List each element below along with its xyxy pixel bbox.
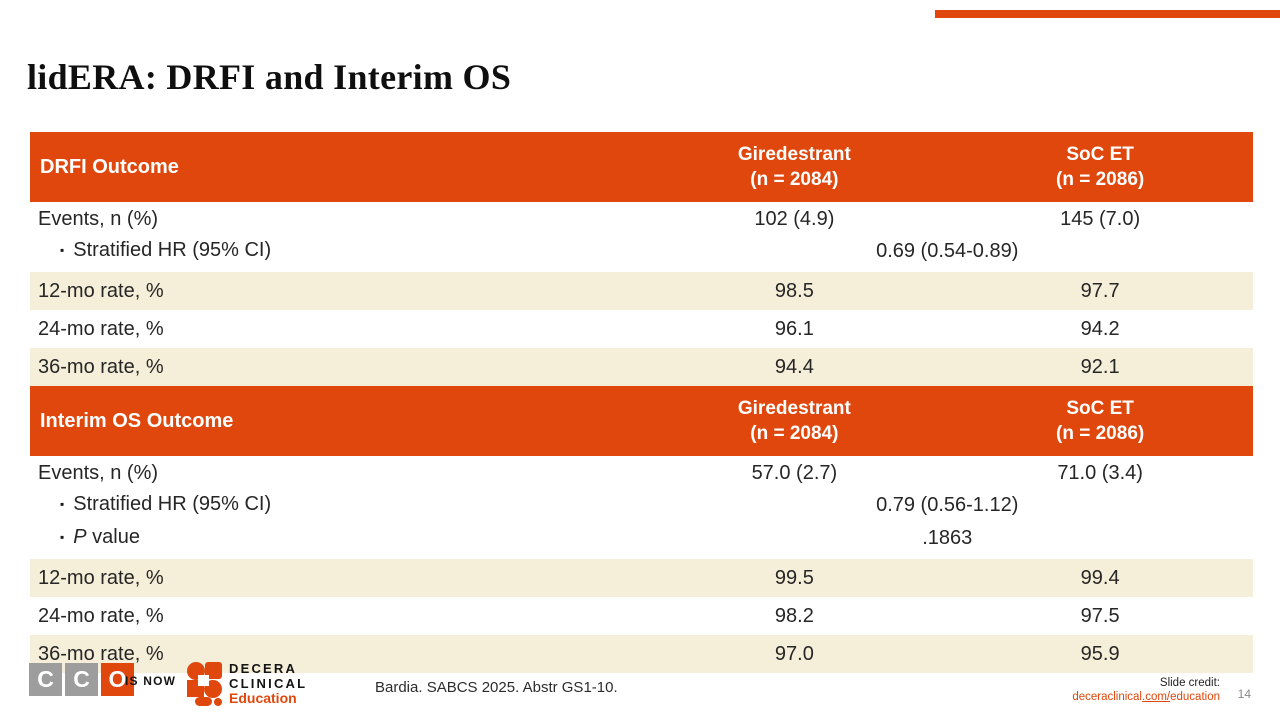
citation: Bardia. SABCS 2025. Abstr GS1-10. [375, 679, 618, 696]
section-header: DRFI Outcome Giredestrant (n = 2084) SoC ET… [30, 132, 1253, 202]
table-row: 24-mo rate, % 98.2 97.5 [30, 597, 1253, 635]
cell-value: 98.5 [774, 279, 814, 302]
cell-value: 92.1 [1080, 355, 1120, 378]
cco-letter-square: C [29, 663, 62, 696]
bullet-square-icon: ▪ [60, 243, 65, 257]
outcomes-table: DRFI Outcome Giredestrant (n = 2084) SoC ET… [30, 132, 1253, 673]
row-label: ▪ P value [60, 526, 140, 548]
cell-value: 96.1 [774, 317, 814, 340]
bullet-square-icon: ▪ [60, 497, 65, 511]
decera-logo-text: DECERA CLINICAL Education [229, 661, 307, 706]
cco-letter-square: C [65, 663, 98, 696]
page-number: 14 [1237, 687, 1251, 701]
row-label: ▪ Stratified HR (95% CI) [60, 493, 272, 515]
cell-value: 99.5 [774, 566, 814, 589]
credit-link-pre: deceraclinical [1072, 691, 1142, 703]
table-row-line: Events, n (%) 102 (4.9) 145 (7.0) [30, 204, 1253, 235]
decera-line3: Education [229, 690, 297, 706]
table-row: 24-mo rate, % 96.1 94.2 [30, 310, 1253, 348]
section-title: DRFI Outcome [40, 155, 179, 178]
column-header-name: Giredestrant [737, 398, 851, 419]
table-row-line: ▪ P value .1863 [30, 522, 1253, 555]
cell-value: 57.0 (2.7) [751, 462, 838, 484]
table-row: Events, n (%) 102 (4.9) 145 (7.0) ▪ Stratifi… [30, 202, 1253, 272]
span-value: 0.79 (0.56-1.12) [876, 494, 1019, 516]
cell-value: 94.4 [774, 355, 814, 378]
column-header-name: SoC ET [1066, 144, 1134, 165]
column-header: Giredestrant (n = 2084) [642, 142, 948, 192]
top-accent-bar [935, 10, 1280, 18]
column-header: SoC ET (n = 2086) [947, 396, 1253, 446]
row-label: Events, n (%) [38, 208, 159, 230]
cell-value: 99.4 [1080, 566, 1120, 589]
cell-value: 102 (4.9) [754, 208, 835, 230]
span-value: .1863 [922, 527, 973, 549]
cell-value: 95.9 [1080, 642, 1120, 665]
column-header-n: (n = 2084) [750, 423, 839, 444]
column-header-name: Giredestrant [737, 144, 851, 165]
row-label: Events, n (%) [38, 462, 159, 484]
row-label: 36-mo rate, % [38, 642, 164, 665]
cell-value: 97.5 [1080, 604, 1120, 627]
cco-logo: C C O [29, 663, 134, 696]
decera-line1: DECERA [229, 661, 298, 676]
slide-credit: Slide credit: deceraclinical.com/educati… [1072, 676, 1220, 704]
column-header-n: (n = 2086) [1056, 423, 1145, 444]
cell-value: 98.2 [774, 604, 814, 627]
column-header-n: (n = 2084) [750, 169, 839, 190]
cell-value: 94.2 [1080, 317, 1120, 340]
is-now-label: IS NOW [125, 674, 177, 688]
column-header: SoC ET (n = 2086) [947, 142, 1253, 192]
cco-letter-square: O [101, 663, 134, 696]
column-header: Giredestrant (n = 2084) [642, 396, 948, 446]
section-title: Interim OS Outcome [40, 409, 234, 432]
bullet-square-icon: ▪ [60, 530, 65, 544]
row-label: 36-mo rate, % [38, 355, 164, 378]
row-label: ▪ Stratified HR (95% CI) [60, 239, 272, 261]
decera-logo-icon [185, 661, 223, 712]
credit-link-mid: .com/ [1142, 691, 1171, 703]
table-row-line: Events, n (%) 57.0 (2.7) 71.0 (3.4) [30, 458, 1253, 489]
cell-value: 97.0 [774, 642, 814, 665]
table-row: 12-mo rate, % 98.5 97.7 [30, 272, 1253, 310]
row-label: 24-mo rate, % [38, 604, 164, 627]
table-row-line: ▪ Stratified HR (95% CI) 0.69 (0.54-0.89) [30, 235, 1253, 268]
cell-value: 145 (7.0) [1060, 208, 1141, 230]
credit-link-post: education [1170, 691, 1220, 703]
column-header-name: SoC ET [1066, 398, 1134, 419]
span-value: 0.69 (0.54-0.89) [876, 240, 1019, 262]
table-row: 36-mo rate, % 94.4 92.1 [30, 348, 1253, 386]
table-row: 36-mo rate, % 97.0 95.9 [30, 635, 1253, 673]
row-label: 24-mo rate, % [38, 317, 164, 340]
decera-line2: CLINICAL [229, 676, 308, 691]
credit-link[interactable]: deceraclinical.com/education [1072, 691, 1220, 703]
column-header-n: (n = 2086) [1056, 169, 1145, 190]
table-row: 12-mo rate, % 99.5 99.4 [30, 559, 1253, 597]
row-label: 12-mo rate, % [38, 566, 164, 589]
table-row: Events, n (%) 57.0 (2.7) 71.0 (3.4) ▪ Strati… [30, 456, 1253, 559]
section-header: Interim OS Outcome Giredestrant (n = 2084)… [30, 386, 1253, 456]
table-row-line: ▪ Stratified HR (95% CI) 0.79 (0.56-1.12) [30, 489, 1253, 522]
cell-value: 97.7 [1080, 279, 1120, 302]
row-label: 12-mo rate, % [38, 279, 164, 302]
slide-credit-label: Slide credit: [1159, 677, 1220, 689]
cell-value: 71.0 (3.4) [1057, 462, 1143, 484]
slide-title: lidERA: DRFI and Interim OS [27, 57, 512, 97]
